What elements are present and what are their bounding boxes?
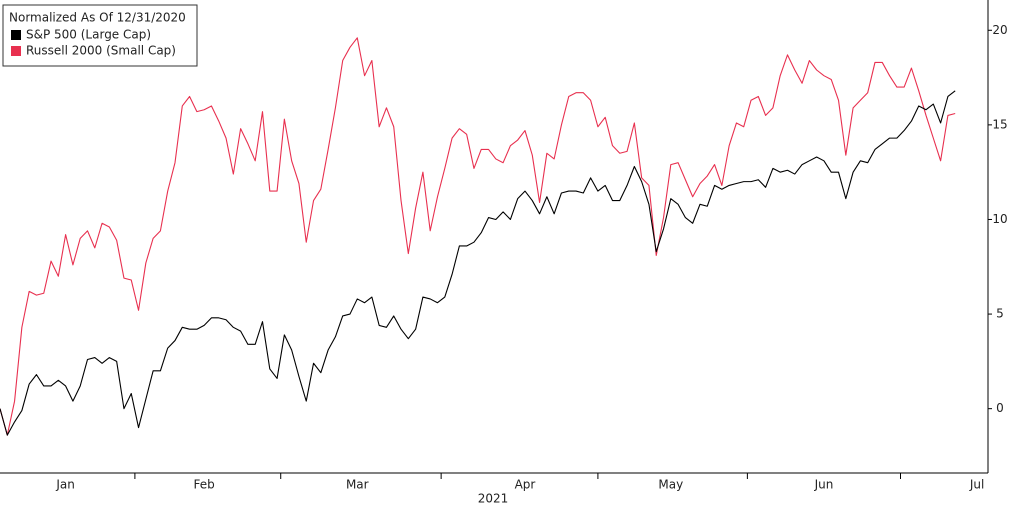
x-axis-label: 2021 (478, 492, 509, 506)
legend-label: Russell 2000 (Small Cap) (26, 44, 176, 58)
legend-swatch (11, 46, 21, 56)
y-tick-label: 15 (992, 117, 1007, 131)
x-tick-label: Jun (814, 478, 834, 492)
x-tick-label: Feb (194, 478, 215, 492)
legend-swatch (11, 30, 21, 40)
y-tick-label: 0 (996, 401, 1004, 415)
x-tick-label: Mar (346, 478, 369, 492)
series-line (0, 37, 956, 436)
x-tick-label: Jul (969, 478, 984, 492)
legend-title: Normalized As Of 12/31/2020 (9, 11, 186, 25)
y-tick-label: 10 (992, 212, 1007, 226)
legend-label: S&P 500 (Large Cap) (26, 28, 151, 42)
legend-box (2, 4, 198, 67)
x-tick-label: May (658, 478, 683, 492)
x-tick-label: Apr (515, 478, 536, 492)
y-tick-label: 5 (996, 307, 1004, 321)
legend: Normalized As Of 12/31/2020 S&P 500 (Lar… (2, 4, 198, 67)
x-tick-label: Jan (55, 478, 75, 492)
series-line (0, 90, 956, 436)
y-tick-label: 20 (992, 23, 1007, 37)
